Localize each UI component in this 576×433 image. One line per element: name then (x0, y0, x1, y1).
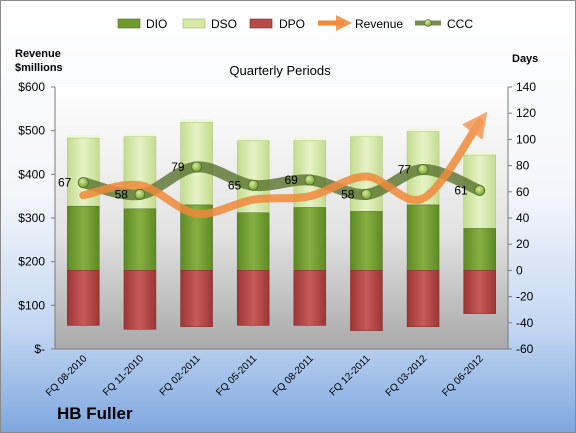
left-tick-label: $- (34, 342, 45, 356)
right-tick-label: -20 (516, 290, 534, 304)
legend-item-dpo: DPO (249, 17, 305, 31)
bar-dio (293, 207, 327, 271)
right-tick-label: 0 (516, 263, 523, 277)
legend-item-ccc: CCC (415, 17, 473, 31)
bar-dio (123, 208, 157, 271)
bar-dpo (293, 270, 327, 326)
right-axis-ticks: -60 -40 -20 0 20 40 60 80 100 120 140 (508, 80, 536, 356)
ccc-data-label: 65 (228, 178, 242, 192)
legend-label-ccc: CCC (447, 17, 473, 31)
right-tick-label: 100 (516, 132, 536, 146)
ccc-data-label: 67 (58, 176, 72, 190)
legend-swatch-dio (117, 18, 141, 29)
bar-dio (350, 211, 383, 271)
company-label: HB Fuller (57, 404, 133, 423)
bar-dio (463, 228, 496, 271)
bar-dso-cap (67, 135, 100, 139)
bar-dpo (406, 270, 440, 327)
legend-marker-ccc (424, 19, 432, 27)
ccc-data-label: 61 (454, 183, 468, 197)
bar-dso (463, 154, 496, 229)
chart-title: Quarterly Periods (229, 63, 331, 78)
bar-dpo (350, 270, 383, 331)
legend-label-dso: DSO (211, 17, 237, 31)
right-tick-label: -60 (516, 342, 534, 356)
left-tick-label: $500 (18, 124, 45, 138)
legend-label-dio: DIO (146, 17, 167, 31)
left-tick-label: $300 (18, 211, 45, 225)
left-tick-label: $100 (18, 298, 45, 312)
right-tick-label: 60 (516, 185, 530, 199)
ccc-marker (417, 164, 429, 175)
right-tick-label: 40 (516, 211, 530, 225)
left-axis-title-line1: Revenue (15, 48, 61, 60)
bar-dpo (236, 270, 270, 326)
plot-area (55, 87, 508, 349)
ccc-marker (191, 161, 202, 173)
bar-dso-cap (293, 137, 326, 141)
ccc-data-label: 58 (115, 187, 129, 201)
ccc-data-label: 77 (398, 163, 412, 177)
left-axis-title-line2: $millions (15, 62, 63, 74)
ccc-marker (474, 185, 486, 196)
bar-dio (236, 212, 270, 271)
legend-swatch-dpo (249, 18, 273, 29)
ccc-data-label: 79 (171, 160, 185, 174)
bar-dso-cap (123, 133, 156, 137)
bar-dpo (67, 270, 100, 326)
left-tick-label: $400 (18, 167, 45, 181)
bar-dso-cap (180, 119, 213, 123)
left-tick-label: $200 (18, 255, 45, 269)
bar-dso-cap (407, 128, 440, 132)
ccc-markers-group: 67 58 79 65 69 58 77 61 (58, 160, 486, 201)
legend-item-revenue: Revenue (318, 14, 403, 32)
legend-swatch-dso (182, 18, 206, 29)
legend: DIO DSO DPO Revenue CCC (117, 14, 473, 32)
legend-label-revenue: Revenue (355, 17, 403, 31)
ccc-marker (247, 179, 259, 191)
ccc-marker (361, 189, 372, 200)
right-tick-label: 140 (516, 80, 536, 94)
ccc-data-label: 69 (284, 173, 298, 187)
bar-dio (406, 204, 440, 271)
bar-dso-cap (237, 137, 270, 141)
right-axis-title: Days (512, 53, 538, 65)
right-tick-label: 120 (516, 106, 536, 120)
legend-item-dso: DSO (182, 17, 237, 31)
revenue-line-group (79, 111, 488, 218)
revenue-line (79, 111, 488, 218)
bar-dso-cap (463, 152, 496, 156)
ccc-marker (304, 174, 316, 186)
right-tick-label: 20 (516, 237, 530, 251)
left-tick-label: $600 (18, 80, 45, 94)
legend-item-dio: DIO (117, 17, 167, 31)
bar-dpo (180, 270, 213, 327)
bar-dio (67, 205, 100, 271)
ccc-marker (134, 189, 146, 200)
ccc-line (77, 161, 486, 201)
right-tick-label: -40 (516, 316, 534, 330)
ccc-data-label: 58 (341, 187, 355, 201)
ccc-marker (77, 177, 89, 189)
right-tick-label: 80 (516, 159, 530, 173)
left-axis-ticks: $- $100 $200 $300 $400 $500 $600 (18, 80, 55, 356)
legend-label-dpo: DPO (279, 17, 305, 31)
bar-dpo (123, 270, 157, 330)
bar-dpo (463, 270, 496, 314)
bar-dso-cap (350, 133, 383, 137)
ccc-line-group (77, 161, 486, 201)
